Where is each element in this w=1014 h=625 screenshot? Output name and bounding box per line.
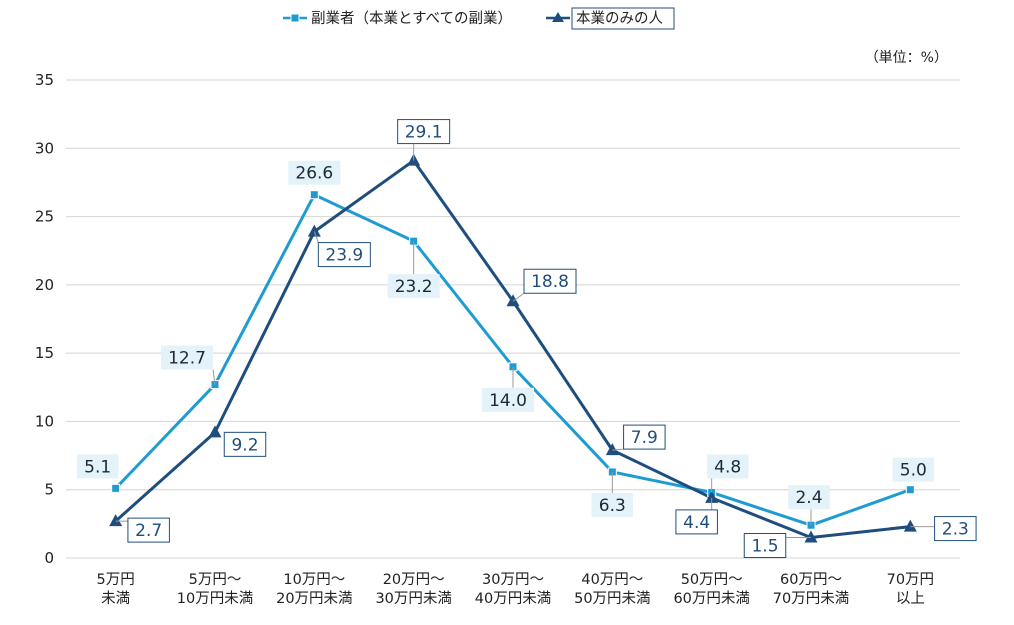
data-label: 2.7 <box>135 521 162 541</box>
data-label-box <box>387 274 440 299</box>
x-category-label: 20万円未満 <box>276 590 352 607</box>
data-label-box <box>76 454 119 479</box>
legend-marker-side-job <box>290 13 300 23</box>
data-label: 29.1 <box>405 123 443 143</box>
x-category-label: 10万円～ <box>283 572 345 588</box>
data-label-box <box>892 457 935 482</box>
data-label-box <box>706 454 749 479</box>
x-category-label: 以上 <box>896 590 925 607</box>
unit-label: （単位：%） <box>865 50 948 66</box>
data-label: 6.3 <box>599 496 626 516</box>
data-label-box <box>788 485 830 510</box>
legend-label-side-job: 副業者（本業とすべての副業） <box>311 10 512 27</box>
data-label: 14.0 <box>489 391 527 411</box>
data-label: 1.5 <box>751 537 778 557</box>
x-category-label: 60万円～ <box>780 572 842 588</box>
y-tick-label: 35 <box>35 71 54 89</box>
x-category-label: 50万円～ <box>681 572 743 588</box>
data-point-main-only <box>903 519 917 532</box>
x-category-label: 70万円 <box>887 572 934 588</box>
x-category-label: 20万円～ <box>383 572 445 588</box>
x-category-label: 10万円未満 <box>177 590 253 607</box>
data-label-box <box>317 242 371 268</box>
y-axis-ticks: 0 5 10 15 20 25 30 35 <box>35 71 54 567</box>
data-labels: 5.1 12.7 26.6 23.2 14.0 6.3 4.8 2.4 5.0 2.7 9.2 23.… <box>76 119 977 559</box>
data-point-main-only <box>705 490 719 503</box>
data-label-box <box>743 533 787 559</box>
data-label-box <box>397 119 451 145</box>
x-category-label: 40万円未満 <box>475 590 551 607</box>
data-point-main-only <box>208 425 222 438</box>
x-category-label: 50万円未満 <box>574 590 650 607</box>
y-tick-label: 30 <box>35 139 54 157</box>
data-label: 26.6 <box>295 164 333 184</box>
series-markers <box>109 153 917 543</box>
data-point-main-only <box>804 530 818 543</box>
data-label: 4.8 <box>714 457 741 477</box>
data-label-box <box>591 492 634 517</box>
data-label-box <box>675 509 718 535</box>
data-point-side-job <box>111 483 121 493</box>
data-label-box <box>127 517 170 543</box>
y-tick-label: 20 <box>35 276 54 294</box>
y-tick-label: 10 <box>35 412 54 430</box>
label-leader-line <box>212 369 216 385</box>
data-label: 2.4 <box>795 488 822 508</box>
data-label: 4.4 <box>683 513 710 533</box>
data-point-side-job <box>905 485 915 495</box>
data-label-box <box>934 516 977 542</box>
data-point-main-only <box>109 514 123 527</box>
data-label-box <box>523 268 577 294</box>
label-leader-line <box>313 231 319 243</box>
data-label-box <box>161 345 213 370</box>
data-label: 2.3 <box>942 520 969 540</box>
data-point-side-job <box>309 190 319 200</box>
data-label: 5.0 <box>900 461 927 481</box>
y-tick-label: 5 <box>44 481 54 499</box>
data-label: 23.2 <box>395 277 433 297</box>
data-label-box <box>223 431 267 457</box>
y-tick-label: 15 <box>35 344 54 362</box>
data-point-main-only <box>506 294 520 307</box>
series-lines <box>114 159 911 540</box>
data-label: 12.7 <box>168 349 206 369</box>
legend: 副業者（本業とすべての副業） 本業のみの人 <box>283 7 675 30</box>
x-category-label: 30万円～ <box>482 572 544 588</box>
data-label: 7.9 <box>631 428 658 448</box>
legend-label-main-only-box <box>571 7 675 30</box>
label-leader-line <box>512 292 525 302</box>
data-label-box <box>288 160 341 185</box>
label-leader-line <box>612 448 624 451</box>
data-label: 23.9 <box>325 246 363 266</box>
x-category-label: 30万円未満 <box>375 590 451 607</box>
x-category-label: 5万円～ <box>189 572 242 588</box>
legend-label-main-only: 本業のみの人 <box>576 10 663 27</box>
data-point-main-only <box>307 224 321 237</box>
data-point-main-only <box>605 443 619 456</box>
x-category-label: 60万円未満 <box>673 590 749 607</box>
y-tick-label: 25 <box>35 208 54 226</box>
x-category-label: 40万円～ <box>581 572 643 588</box>
data-label: 5.1 <box>84 457 111 477</box>
data-label: 9.2 <box>231 435 258 455</box>
series-line-side-job <box>114 193 911 527</box>
legend-marker-main-only <box>552 12 564 22</box>
data-label-box <box>482 387 534 412</box>
x-category-label: 未満 <box>101 590 130 607</box>
x-category-label: 5万円 <box>97 572 135 588</box>
x-category-label: 70万円未満 <box>773 590 849 607</box>
y-tick-label: 0 <box>44 549 54 567</box>
data-label: 18.8 <box>531 272 569 292</box>
data-label-box <box>623 424 666 450</box>
